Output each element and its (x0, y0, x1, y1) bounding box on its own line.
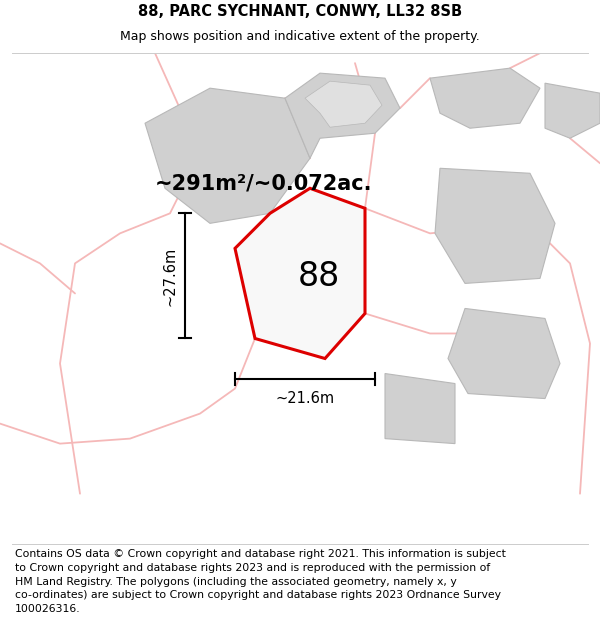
Text: Contains OS data © Crown copyright and database right 2021. This information is : Contains OS data © Crown copyright and d… (15, 549, 506, 614)
Polygon shape (435, 168, 555, 283)
Polygon shape (430, 68, 540, 128)
Text: Map shows position and indicative extent of the property.: Map shows position and indicative extent… (120, 29, 480, 42)
Polygon shape (145, 88, 310, 223)
Polygon shape (235, 188, 365, 359)
Text: ~27.6m: ~27.6m (162, 246, 177, 306)
Polygon shape (305, 81, 382, 127)
Text: ~291m²/~0.072ac.: ~291m²/~0.072ac. (155, 173, 373, 193)
Text: 88: 88 (298, 261, 340, 294)
Polygon shape (285, 73, 400, 158)
Polygon shape (448, 309, 560, 399)
Polygon shape (385, 374, 455, 444)
Text: ~21.6m: ~21.6m (275, 391, 335, 406)
Text: 88, PARC SYCHNANT, CONWY, LL32 8SB: 88, PARC SYCHNANT, CONWY, LL32 8SB (138, 4, 462, 19)
Polygon shape (545, 83, 600, 138)
